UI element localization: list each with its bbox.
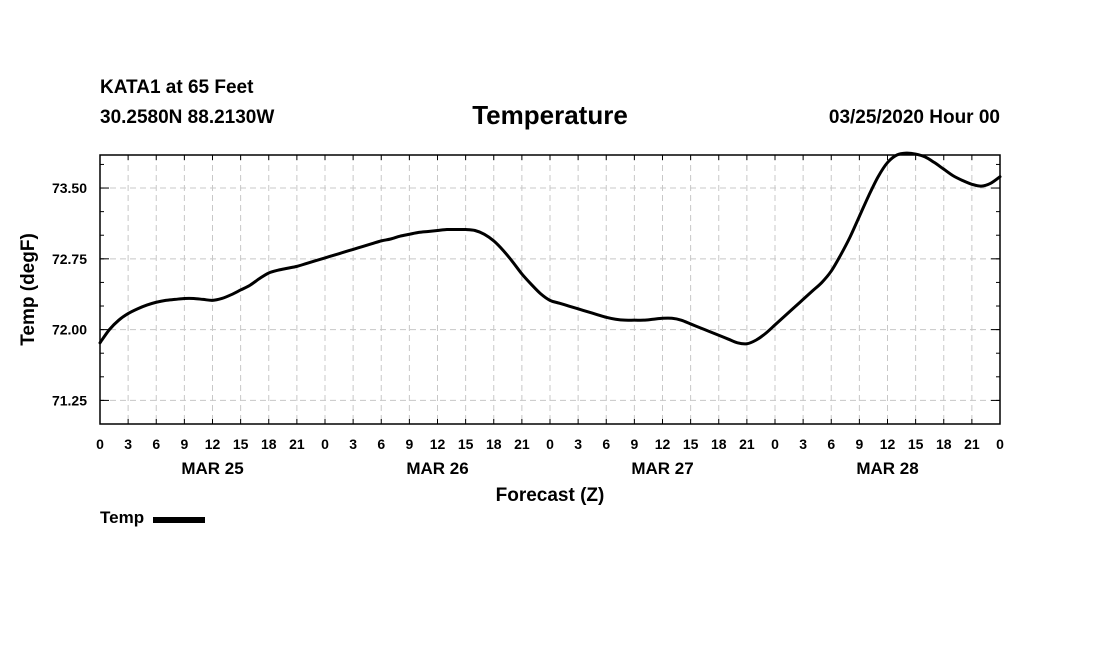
y-axis-title: Temp (degF)	[18, 233, 39, 346]
y-tick-label: 73.50	[52, 180, 87, 196]
day-label: MAR 26	[406, 459, 468, 478]
x-tick-label: 18	[486, 436, 502, 452]
x-tick-label: 6	[152, 436, 160, 452]
x-tick-label: 0	[546, 436, 554, 452]
legend-swatch-temp	[153, 516, 206, 523]
day-label: MAR 27	[631, 459, 693, 478]
day-label: MAR 28	[856, 459, 918, 478]
x-tick-label: 12	[880, 436, 896, 452]
legend-label-temp: Temp	[100, 508, 145, 527]
x-tick-label: 12	[430, 436, 446, 452]
legend: Temp	[100, 508, 206, 528]
axis-labels: 0 3 6 9 12 15 18 21 0 3 6 9 12 15 18 21 0 3 6 9 12 15 18 21 0 3 6 9…	[52, 180, 1004, 478]
x-tick-label: 15	[683, 436, 699, 452]
x-tick-label: 21	[514, 436, 530, 452]
station-coordinates: 30.2580N 88.2130W	[100, 107, 275, 128]
x-tick-label: 18	[936, 436, 952, 452]
chart-title: Temperature	[472, 100, 628, 130]
x-tick-label: 0	[96, 436, 104, 452]
x-tick-label: 3	[574, 436, 582, 452]
forecast-run-time: 03/25/2020 Hour 00	[828, 107, 1000, 128]
x-tick-label: 12	[205, 436, 221, 452]
x-tick-label: 12	[655, 436, 671, 452]
station-name: KATA1 at 65 Feet	[100, 77, 254, 98]
y-tick-label: 71.25	[52, 392, 87, 408]
x-tick-label: 15	[908, 436, 924, 452]
x-tick-label: 0	[771, 436, 779, 452]
plot-frame	[99, 154, 1001, 425]
x-tick-label: 3	[349, 436, 357, 452]
x-tick-label: 21	[289, 436, 305, 452]
x-tick-label: 6	[602, 436, 610, 452]
grid-lines	[100, 155, 1000, 424]
x-tick-label: 15	[233, 436, 249, 452]
x-tick-label: 9	[405, 436, 413, 452]
x-tick-label: 21	[739, 436, 755, 452]
y-tick-label: 72.00	[52, 322, 87, 338]
x-tick-label: 9	[630, 436, 638, 452]
x-tick-label: 0	[321, 436, 329, 452]
temp-series-line	[98, 151, 1002, 346]
x-tick-label: 6	[377, 436, 385, 452]
x-axis-title: Forecast (Z)	[496, 485, 605, 506]
x-tick-label: 0	[996, 436, 1004, 452]
x-tick-label: 9	[855, 436, 863, 452]
x-tick-label: 3	[124, 436, 132, 452]
day-label: MAR 25	[181, 459, 243, 478]
x-tick-label: 9	[180, 436, 188, 452]
x-tick-label: 6	[827, 436, 835, 452]
x-tick-label: 18	[261, 436, 277, 452]
x-tick-label: 21	[964, 436, 980, 452]
x-tick-label: 3	[799, 436, 807, 452]
y-tick-label: 72.75	[52, 251, 87, 267]
x-tick-label: 18	[711, 436, 727, 452]
x-tick-label: 15	[458, 436, 474, 452]
